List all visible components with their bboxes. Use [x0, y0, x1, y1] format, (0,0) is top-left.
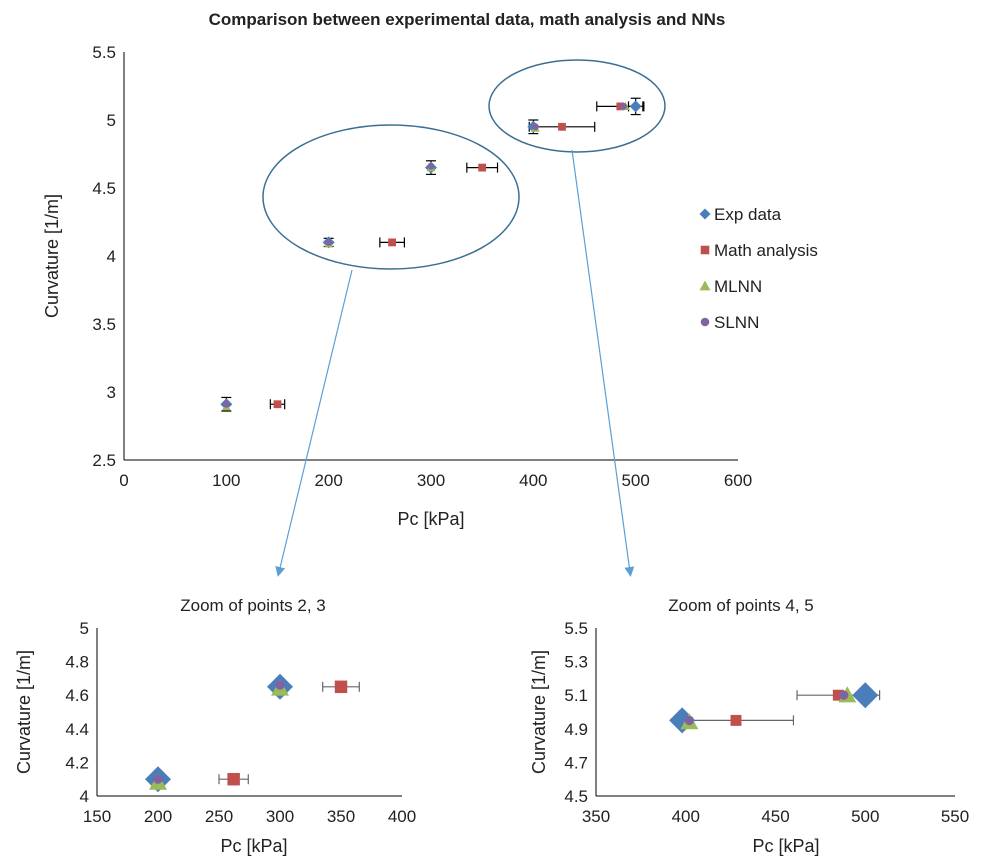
slnn-point	[684, 715, 695, 726]
math-analysis-point	[832, 689, 844, 701]
zoom1-marks	[145, 673, 360, 793]
zoom1-y-ticks: 4 4.2 4.4 4.6 4.8 5	[65, 619, 89, 806]
x-tick-label: 500	[621, 471, 649, 490]
zoom-ellipse-points-4-5	[488, 59, 666, 153]
y-tick-label: 5	[80, 619, 89, 638]
main-x-ticks: 0 100 200 300 400 500 600	[119, 471, 752, 490]
slnn-point	[427, 162, 435, 170]
math-analysis-point	[558, 122, 566, 131]
x-tick-label: 450	[761, 807, 789, 826]
y-tick-label: 5.3	[564, 653, 588, 672]
math-analysis-point	[478, 163, 487, 172]
x-tick-label: 350	[582, 807, 610, 826]
x-tick-label: 400	[388, 807, 416, 826]
legend-label: SLNN	[714, 313, 759, 332]
zoom-arrow-points-2-3	[275, 269, 353, 577]
slnn-point	[222, 400, 230, 408]
y-tick-label: 3	[107, 383, 116, 402]
y-tick-label: 3.5	[92, 315, 116, 334]
zoom2-y-axis-title: Curvature [1/m]	[529, 650, 549, 774]
exp-data-point	[852, 682, 879, 709]
legend-label: Exp data	[714, 205, 782, 224]
legend-marker-slnn	[700, 317, 710, 327]
y-tick-label: 5.5	[564, 619, 588, 638]
x-tick-label: 500	[851, 807, 879, 826]
x-tick-label: 400	[519, 471, 547, 490]
y-tick-label: 5.5	[92, 43, 116, 62]
y-tick-label: 4.5	[564, 787, 588, 806]
y-tick-label: 4	[107, 247, 116, 266]
main-chart-title: Comparison between experimental data, ma…	[209, 10, 726, 29]
x-tick-label: 150	[83, 807, 111, 826]
zoom2-y-ticks: 4.5 4.7 4.9 5.1 5.3 5.5	[564, 619, 588, 806]
x-tick-label: 400	[672, 807, 700, 826]
y-tick-label: 4	[80, 787, 89, 806]
x-tick-label: 300	[266, 807, 294, 826]
y-tick-label: 4.4	[65, 720, 89, 739]
math-analysis-point	[730, 714, 742, 726]
legend: Exp data Math analysis MLNN SLNN	[699, 205, 818, 332]
zoom-ellipse-points-2-3	[262, 124, 520, 270]
main-marks	[220, 97, 645, 412]
zoom2-title: Zoom of points 4, 5	[668, 596, 814, 615]
y-tick-label: 4.9	[564, 720, 588, 739]
slnn-point	[153, 774, 163, 784]
x-tick-label: 0	[119, 471, 128, 490]
x-tick-label: 300	[417, 471, 445, 490]
zoom-chart-points-2-3: Zoom of points 2, 3 4 4.2 4.4 4.6 4.8 5 150 20…	[14, 596, 416, 856]
legend-label: MLNN	[714, 277, 762, 296]
x-tick-label: 250	[205, 807, 233, 826]
x-tick-label: 350	[327, 807, 355, 826]
legend-marker-math-analysis	[700, 245, 710, 255]
zoom1-y-axis-title: Curvature [1/m]	[14, 650, 34, 774]
main-x-axis-title: Pc [kPa]	[397, 509, 464, 529]
y-tick-label: 4.7	[564, 753, 588, 772]
zoom-arrow-points-4-5	[571, 149, 635, 577]
y-tick-label: 2.5	[92, 451, 116, 470]
x-tick-label: 100	[212, 471, 240, 490]
math-analysis-point	[227, 772, 240, 786]
zoom2-marks	[669, 682, 881, 734]
zoom1-x-axis-title: Pc [kPa]	[220, 836, 287, 856]
math-analysis-point	[388, 238, 397, 247]
slnn-point	[275, 680, 285, 690]
y-tick-label: 5.1	[564, 686, 588, 705]
x-tick-label: 600	[724, 471, 752, 490]
math-analysis-point	[334, 680, 348, 694]
slnn-point	[325, 238, 333, 246]
zoom1-x-ticks: 150 200 250 300 350 400	[83, 807, 416, 826]
zoom2-x-axis-title: Pc [kPa]	[752, 836, 819, 856]
x-tick-label: 200	[144, 807, 172, 826]
main-y-axis-title: Curvature [1/m]	[42, 194, 62, 318]
zoom2-x-ticks: 350 400 450 500 550	[582, 807, 969, 826]
math-analysis-point	[273, 400, 282, 409]
slnn-point	[619, 102, 627, 110]
main-chart: Comparison between experimental data, ma…	[42, 10, 818, 577]
legend-label: Math analysis	[714, 241, 818, 260]
x-tick-label: 550	[941, 807, 969, 826]
legend-marker-mlnn	[699, 280, 711, 291]
slnn-point	[531, 123, 539, 131]
exp-data-point	[629, 100, 642, 113]
y-tick-label: 5	[107, 111, 116, 130]
slnn-point	[839, 690, 849, 700]
zoom-chart-points-4-5: Zoom of points 4, 5 4.5 4.7 4.9 5.1 5.3 5.5 3…	[529, 596, 969, 856]
legend-marker-exp-data	[699, 208, 711, 220]
main-y-ticks: 2.5 3 3.5 4 4.5 5 5.5	[92, 43, 116, 470]
zoom1-title: Zoom of points 2, 3	[180, 596, 326, 615]
y-tick-label: 4.6	[65, 686, 89, 705]
y-tick-label: 4.2	[65, 753, 89, 772]
y-tick-label: 4.5	[92, 179, 116, 198]
y-tick-label: 4.8	[65, 653, 89, 672]
x-tick-label: 200	[314, 471, 342, 490]
